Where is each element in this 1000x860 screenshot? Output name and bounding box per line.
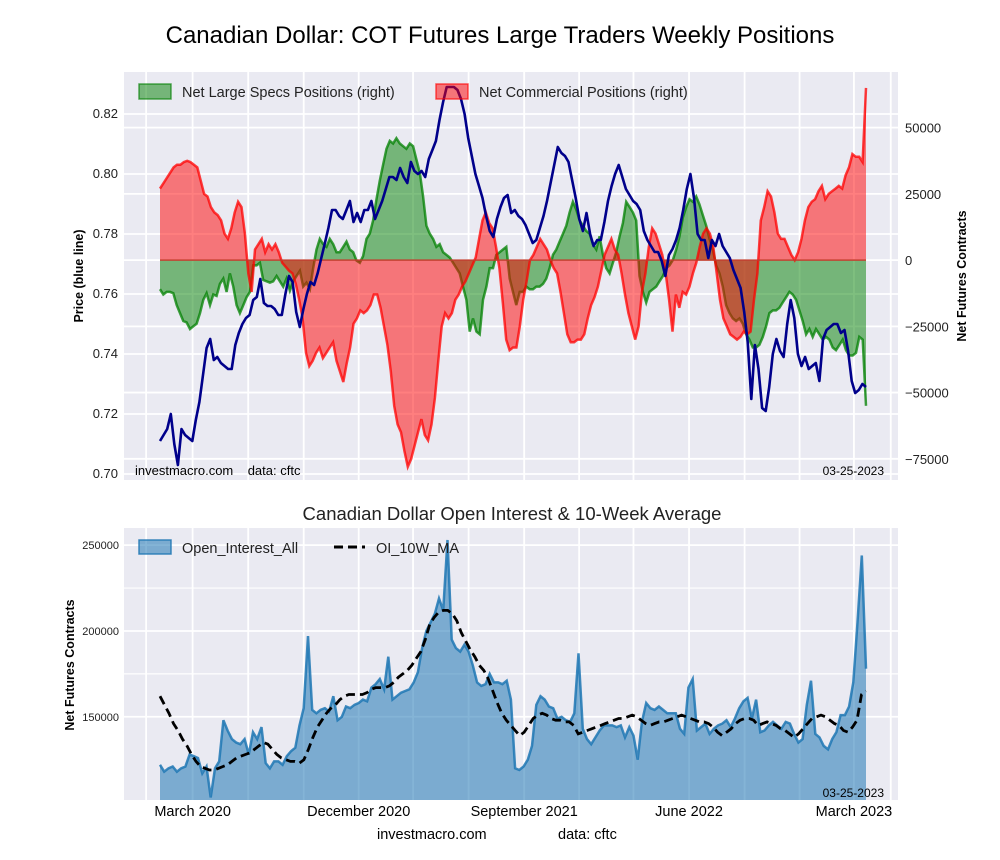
grid-lines <box>124 72 898 480</box>
legend-swatch-specs <box>138 83 172 100</box>
footer-source: data: cftc <box>558 827 617 843</box>
right-tick-label: −50000 <box>905 386 949 401</box>
legend-label-ma: OI_10W_MA <box>376 541 459 557</box>
legend-swatch-open-interest <box>138 539 172 555</box>
open-interest-chart: 150000 200000 250000 March 2020 December 20… <box>63 528 898 820</box>
y-tick-label: 150000 <box>82 712 119 724</box>
date-annotation: 03-25-2023 <box>823 464 885 478</box>
left-tick-label: 0.70 <box>93 466 118 481</box>
y-axis-ticks: 150000 200000 250000 <box>82 540 119 724</box>
left-tick-label: 0.80 <box>93 166 118 181</box>
right-axis-ticks: −75000 −50000 −25000 0 25000 50000 <box>905 121 949 467</box>
left-tick-label: 0.72 <box>93 406 118 421</box>
left-axis-label: Price (blue line) <box>72 229 86 322</box>
source-annotation: investmacro.com data: cftc <box>135 463 301 478</box>
legend-label-commercial: Net Commercial Positions (right) <box>479 85 688 101</box>
x-tick-label: March 2020 <box>154 804 231 820</box>
legend-swatch-commercial <box>435 83 469 100</box>
legend: Net Large Specs Positions (right) Net Co… <box>138 83 688 101</box>
left-axis-ticks: 0.70 0.72 0.74 0.76 0.78 0.80 0.82 <box>93 106 118 481</box>
net-position-areas <box>158 87 868 471</box>
right-tick-label: 25000 <box>905 187 941 202</box>
open-interest-line <box>158 539 868 798</box>
moving-average-group <box>158 609 867 772</box>
right-tick-label: 0 <box>905 253 912 268</box>
footer-site: investmacro.com <box>377 827 487 843</box>
left-tick-label: 0.78 <box>93 226 118 241</box>
legend-label-open-interest: Open_Interest_All <box>182 541 298 557</box>
legend-label-specs: Net Large Specs Positions (right) <box>182 85 395 101</box>
date-annotation: 03-25-2023 <box>823 786 885 800</box>
right-tick-label: 50000 <box>905 121 941 136</box>
left-tick-label: 0.74 <box>93 346 118 361</box>
left-tick-label: 0.82 <box>93 106 118 121</box>
price-line-group <box>158 85 867 467</box>
x-tick-label: September 2021 <box>471 804 578 820</box>
y-tick-label: 250000 <box>82 540 119 552</box>
price-line <box>158 85 867 467</box>
open-interest-fill <box>160 540 866 800</box>
ma-line <box>158 609 867 772</box>
x-tick-label: June 2022 <box>655 804 723 820</box>
y-tick-label: 200000 <box>82 626 119 638</box>
cot-positions-chart: 0.70 0.72 0.74 0.76 0.78 0.80 0.82 −75000 −5000… <box>72 72 969 481</box>
open-interest-area <box>158 539 868 800</box>
chart-title: Canadian Dollar: COT Futures Large Trade… <box>165 22 835 49</box>
x-tick-label: March 2023 <box>816 804 893 820</box>
x-tick-label: December 2020 <box>307 804 410 820</box>
open-interest-title: Canadian Dollar Open Interest & 10-Week … <box>302 503 722 524</box>
right-axis-label: Net Futures Contracts <box>955 210 969 341</box>
right-tick-label: −25000 <box>905 319 949 334</box>
legend: Open_Interest_All OI_10W_MA <box>138 539 459 557</box>
commercial-line <box>158 87 868 471</box>
y-axis-label: Net Futures Contracts <box>63 599 77 730</box>
right-tick-label: −75000 <box>905 452 949 467</box>
x-axis-ticks: March 2020 December 2020 September 2021 Jun… <box>154 804 892 820</box>
commercial-area <box>160 87 866 467</box>
left-tick-label: 0.76 <box>93 286 118 301</box>
